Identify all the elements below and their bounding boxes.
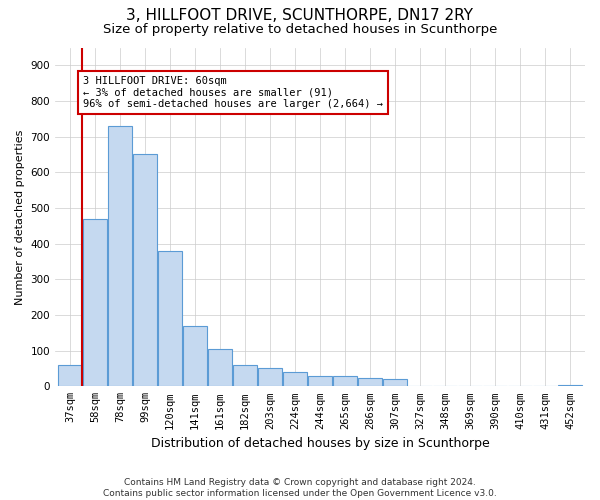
Bar [558,384,582,386]
Bar [83,218,107,386]
Text: 3 HILLFOOT DRIVE: 60sqm
← 3% of detached houses are smaller (91)
96% of semi-det: 3 HILLFOOT DRIVE: 60sqm ← 3% of detached… [83,76,383,109]
Text: 3, HILLFOOT DRIVE, SCUNTHORPE, DN17 2RY: 3, HILLFOOT DRIVE, SCUNTHORPE, DN17 2RY [127,8,473,22]
Bar [183,326,207,386]
Bar [208,349,232,387]
Bar [358,378,382,386]
Bar [308,376,332,386]
Bar [133,154,157,386]
Bar [258,368,282,386]
Bar [283,372,307,386]
Text: Contains HM Land Registry data © Crown copyright and database right 2024.
Contai: Contains HM Land Registry data © Crown c… [103,478,497,498]
Bar [233,365,257,386]
Bar [108,126,132,386]
Bar [383,379,407,386]
Y-axis label: Number of detached properties: Number of detached properties [15,129,25,304]
X-axis label: Distribution of detached houses by size in Scunthorpe: Distribution of detached houses by size … [151,437,490,450]
Bar [158,251,182,386]
Bar [333,376,357,386]
Text: Size of property relative to detached houses in Scunthorpe: Size of property relative to detached ho… [103,22,497,36]
Bar [58,365,82,386]
